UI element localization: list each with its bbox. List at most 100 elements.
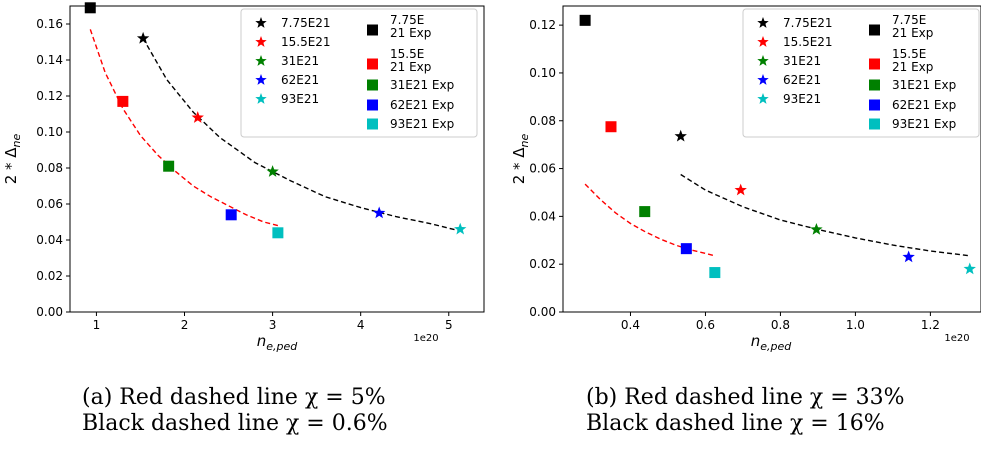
fit-line <box>89 29 279 227</box>
legend-marker-square <box>367 118 378 130</box>
data-point-square <box>84 2 96 14</box>
legend-marker-star <box>255 17 267 28</box>
legend-label: 93E21 <box>281 92 319 106</box>
legend-marker-square <box>869 118 880 130</box>
x-tick-label: 1 <box>93 318 101 332</box>
y-tick-label: 0.08 <box>36 161 63 175</box>
x-tick-label: 1.0 <box>846 318 865 332</box>
caption-b-line1: (b) Red dashed line χ = 33% <box>586 385 905 410</box>
legend-label: 31E21 Exp <box>892 78 956 92</box>
legend-marker-square <box>367 24 378 36</box>
y-tick-label: 0.14 <box>36 53 63 67</box>
data-point-star <box>902 250 915 263</box>
legend-label: 93E21 Exp <box>892 117 956 131</box>
fit-line <box>584 183 715 257</box>
legend-marker-star <box>255 93 267 104</box>
legend-label: 62E21 <box>783 73 821 87</box>
x-axis-label: ne,ped <box>751 332 793 353</box>
legend-marker-star <box>757 36 769 47</box>
x-exponent-label: 1e20 <box>944 333 969 344</box>
legend-label: 15.5E 21 Exp <box>892 47 933 74</box>
legend-label: 62E21 <box>281 73 319 87</box>
legend-label: 93E21 Exp <box>390 117 454 131</box>
data-point-star <box>454 222 467 235</box>
x-axis-label: ne,ped <box>257 332 299 353</box>
y-tick-label: 0.04 <box>36 233 63 247</box>
data-point-square <box>272 227 284 239</box>
data-point-square <box>579 14 591 26</box>
legend-marker-square <box>869 79 880 91</box>
legend-marker-star <box>255 55 267 66</box>
legend-marker-square <box>367 79 378 91</box>
y-tick-label: 0.02 <box>529 257 556 271</box>
legend-label: 15.5E21 <box>281 35 331 49</box>
caption-a-line1: (a) Red dashed line χ = 5% <box>82 385 386 410</box>
x-tick-label: 0.4 <box>621 318 640 332</box>
legend-label: 7.75E 21 Exp <box>390 13 431 40</box>
legend-label: 15.5E21 <box>783 35 833 49</box>
chart-a: 1 2 3 4 5 0.00 0.02 0.04 0.06 0.08 0.10 0.12 0.14 0.1… <box>2 2 485 353</box>
x-tick-label: 5 <box>445 318 453 332</box>
x-tick-label: 0.6 <box>696 318 715 332</box>
y-tick-label: 0.10 <box>529 66 556 80</box>
legend-marker-square <box>869 24 880 36</box>
y-axis-label: 2 * Δne <box>510 133 531 184</box>
data-point-star <box>963 262 976 275</box>
legend-box <box>240 8 478 138</box>
data-point-star <box>734 183 747 196</box>
data-point-square <box>163 160 175 172</box>
x-tick-label: 3 <box>269 318 277 332</box>
x-tick-label: 1.2 <box>921 318 940 332</box>
x-tick-label: 2 <box>181 318 189 332</box>
legend-label: 15.5E 21 Exp <box>390 47 431 74</box>
caption-a-line2: Black dashed line χ = 0.6% <box>82 411 388 436</box>
data-point-square <box>225 209 237 221</box>
y-tick-label: 0.00 <box>529 305 556 319</box>
legend-marker-star <box>757 55 769 66</box>
y-tick-label: 0.02 <box>36 269 63 283</box>
data-point-star <box>373 206 386 219</box>
data-point-square <box>709 267 721 279</box>
data-point-star <box>136 31 150 44</box>
legend-marker-star <box>757 74 769 85</box>
legend-marker-star <box>757 93 769 104</box>
legend-label: 31E21 Exp <box>390 78 454 92</box>
data-point-star <box>674 129 687 142</box>
y-tick-label: 0.06 <box>529 162 556 176</box>
legend-marker-square <box>869 99 880 111</box>
y-tick-label: 0.08 <box>529 114 556 128</box>
plot-frame <box>69 5 485 313</box>
data-point-square <box>117 95 129 107</box>
legend-label: 7.75E21 <box>783 16 833 30</box>
legend-marker-square <box>367 58 378 70</box>
legend-marker-star <box>757 17 769 28</box>
legend-label: 7.75E 21 Exp <box>892 13 933 40</box>
legend-label: 31E21 <box>281 54 319 68</box>
legend-marker-square <box>869 58 880 70</box>
fit-line <box>680 173 970 257</box>
legend-label: 62E21 Exp <box>390 98 454 112</box>
legend-marker-star <box>255 36 267 47</box>
caption-b-line2: Black dashed line χ = 16% <box>586 411 885 436</box>
x-exponent-label: 1e20 <box>413 333 438 344</box>
legend-marker-star <box>255 74 267 85</box>
data-point-star <box>266 165 279 177</box>
y-axis-label: 2 * Δne <box>2 133 23 184</box>
x-tick-label: 0.8 <box>771 318 790 332</box>
legend-label: 7.75E21 <box>281 16 331 30</box>
data-point-square <box>605 121 617 133</box>
fit-line <box>142 38 461 232</box>
data-point-star <box>191 111 204 123</box>
x-tick-label: 4 <box>357 318 365 332</box>
y-tick-label: 0.06 <box>36 197 63 211</box>
y-tick-label: 0.04 <box>529 209 556 223</box>
data-point-square <box>639 206 651 218</box>
legend-box <box>742 8 980 138</box>
caption-a: (a) Red dashed line χ = 5% Black dashed … <box>82 385 388 437</box>
data-point-star <box>810 223 823 235</box>
chart-b: 0.4 0.6 0.8 1.0 1.2 0.00 0.02 0.04 0.06 0.08 0.10 0… <box>510 5 981 353</box>
y-tick-label: 0.00 <box>36 305 63 319</box>
y-tick-label: 0.16 <box>36 17 63 31</box>
y-tick-label: 0.12 <box>529 18 556 32</box>
caption-b: (b) Red dashed line χ = 33% Black dashed… <box>586 385 905 437</box>
